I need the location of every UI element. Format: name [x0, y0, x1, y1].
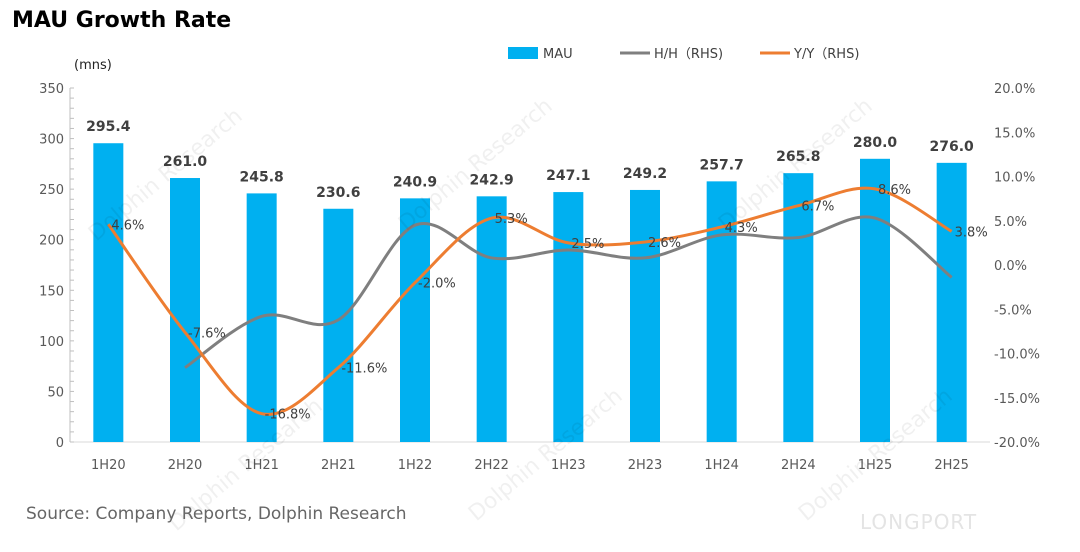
y-tick-label: 300 — [39, 133, 64, 148]
yy-data-label: -7.6% — [188, 326, 226, 341]
x-tick-label: 1H20 — [91, 458, 126, 473]
bar-mau — [783, 173, 814, 442]
bar-mau — [630, 189, 660, 442]
yy-data-label: 4.6% — [111, 218, 144, 233]
yy-data-label: -11.6% — [341, 362, 387, 377]
legend-mau-swatch — [508, 47, 538, 59]
y2-tick-label: -20.0% — [994, 436, 1040, 451]
x-tick-label: 1H24 — [704, 458, 739, 473]
y2-tick-label: 20.0% — [994, 82, 1035, 97]
bar-value-label: 276.0 — [930, 139, 975, 155]
yy-data-label: 3.8% — [955, 225, 988, 240]
x-tick-label: 1H23 — [551, 458, 586, 473]
x-tick-label: 1H25 — [858, 458, 893, 473]
bar-mau — [860, 158, 890, 443]
bar-value-label: 230.6 — [316, 185, 360, 201]
y-tick-label: 200 — [39, 234, 64, 249]
bar-value-label: 265.8 — [776, 149, 820, 165]
y-tick-label: 250 — [39, 183, 64, 198]
legend-yy-label: Y/Y（RHS) — [793, 47, 859, 62]
y2-tick-label: 15.0% — [994, 126, 1035, 141]
x-tick-label: 2H20 — [168, 458, 203, 473]
watermark: Dolphin Research — [394, 94, 557, 237]
bar-mau — [400, 198, 430, 442]
bar-mau — [553, 192, 584, 442]
bar-mau — [936, 162, 967, 443]
y-tick-label: 50 — [47, 385, 64, 400]
y-tick-label: 350 — [39, 82, 64, 97]
x-tick-label: 2H22 — [474, 458, 509, 473]
chart-title: MAU Growth Rate — [12, 8, 232, 33]
line-yy — [107, 186, 953, 416]
yy-data-label: -2.0% — [418, 277, 456, 292]
yy-data-label: 8.6% — [878, 183, 911, 198]
bar-value-label: 261.0 — [163, 154, 208, 170]
yy-data-label: 6.7% — [801, 200, 834, 215]
x-tick-label: 2H25 — [934, 458, 969, 473]
bar-value-label: 242.9 — [470, 172, 514, 188]
y2-tick-label: 0.0% — [994, 259, 1027, 274]
longport-logo: LONGPORT — [860, 510, 978, 534]
y2-tick-label: -15.0% — [994, 392, 1040, 407]
bar-value-label: 257.7 — [700, 157, 744, 173]
yy-data-label: 5.3% — [495, 212, 528, 227]
bar-value-label: 245.8 — [240, 169, 284, 185]
bar-value-label: 247.1 — [546, 168, 590, 184]
legend-mau-label: MAU — [543, 47, 573, 62]
bar-mau — [476, 196, 507, 442]
y-tick-label: 100 — [39, 335, 64, 350]
x-tick-label: 1H21 — [244, 458, 279, 473]
y2-tick-label: 10.0% — [994, 171, 1035, 186]
x-tick-label: 2H24 — [781, 458, 816, 473]
line-hh — [184, 215, 953, 369]
bar-mau — [170, 178, 200, 442]
x-tick-label: 2H21 — [321, 458, 356, 473]
y2-tick-label: -5.0% — [994, 303, 1032, 318]
x-tick-label: 1H22 — [398, 458, 433, 473]
source-note: Source: Company Reports, Dolphin Researc… — [26, 504, 407, 524]
yy-data-label: 2.5% — [571, 237, 604, 252]
legend-hh-label: H/H（RHS) — [654, 47, 723, 62]
y-tick-label: 0 — [56, 436, 64, 451]
x-tick-label: 2H23 — [628, 458, 663, 473]
yy-data-label: 4.3% — [725, 221, 758, 236]
bar-mau — [323, 208, 354, 442]
y-tick-label: 150 — [39, 284, 64, 299]
yy-data-label: 2.6% — [648, 236, 681, 251]
y-axis-label: (mns) — [74, 58, 112, 73]
bar-mau — [93, 143, 124, 442]
bar-value-label: 249.2 — [623, 166, 667, 182]
y2-tick-label: 5.0% — [994, 215, 1027, 230]
bar-value-label: 295.4 — [86, 119, 131, 135]
bar-value-label: 280.0 — [853, 135, 898, 151]
y2-tick-label: -10.0% — [994, 348, 1040, 363]
bar-value-label: 240.9 — [393, 174, 437, 190]
yy-data-label: -16.8% — [265, 408, 311, 423]
